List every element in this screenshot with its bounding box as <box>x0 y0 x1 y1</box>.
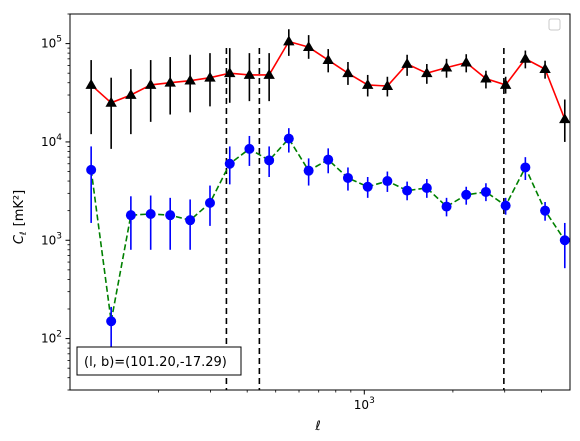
series-1-point <box>125 89 137 99</box>
y-tick-exponent: 2 <box>56 330 62 340</box>
series-1-point <box>381 80 394 90</box>
series-1-point <box>421 67 433 78</box>
series-2-point <box>323 154 334 165</box>
x-tick-label: 103 <box>354 396 375 412</box>
axes-frame <box>69 13 571 391</box>
y-tick-base: 10 <box>41 332 56 346</box>
series-2-point <box>559 235 570 246</box>
series-2-point <box>402 185 413 196</box>
series-2-point <box>540 205 551 216</box>
y-tick-exponent: 3 <box>56 231 62 241</box>
series-1-point <box>401 58 413 68</box>
y-tick-base: 10 <box>41 233 56 247</box>
legend-box <box>548 18 561 31</box>
series-2-point <box>264 155 275 166</box>
y-axis-label-unit: [mK²] <box>12 190 27 227</box>
plot-area <box>85 29 570 390</box>
y-axis-label-subscript: ℓ <box>19 231 29 236</box>
series-2-point <box>461 189 472 200</box>
y-tick-label: 104 <box>41 133 62 149</box>
y-tick-base: 10 <box>41 135 56 149</box>
series-2-point <box>342 172 353 183</box>
series-2-point <box>165 210 176 221</box>
series-1-point <box>164 76 176 87</box>
series-2-point <box>480 186 491 197</box>
annotation-text: (l, b)=(101.20,-17.29) <box>84 355 227 370</box>
series-1-point <box>184 74 196 85</box>
y-tick-label: 103 <box>41 231 62 247</box>
series-1-point <box>263 68 275 79</box>
series-1-point <box>224 67 236 78</box>
series-1-point <box>105 96 117 107</box>
series-1-point <box>480 72 492 83</box>
series-2-point <box>421 182 432 193</box>
series-2-point <box>244 143 255 154</box>
series-1-point <box>243 68 256 79</box>
series-2-point <box>125 210 136 221</box>
y-tick-exponent: 5 <box>56 35 62 45</box>
series-1-point <box>204 71 216 82</box>
y-tick-base: 10 <box>41 37 56 51</box>
series-2-point <box>441 201 452 212</box>
series-1-point <box>144 78 157 89</box>
y-tick-label: 102 <box>41 330 62 346</box>
series-2-point <box>283 133 294 144</box>
series-2-point <box>382 176 393 187</box>
series-1-point <box>539 63 551 74</box>
series-2-point <box>303 165 314 176</box>
annotation-box: (l, b)=(101.20,-17.29) <box>76 346 242 376</box>
series-2-point <box>520 162 531 173</box>
series-1-point <box>362 78 374 89</box>
annotation-frame <box>76 346 242 376</box>
series-1-point <box>342 67 354 78</box>
series-1-point <box>499 78 512 89</box>
series-1-point <box>322 54 334 64</box>
y-axis-label: Cℓ [mK²] <box>12 190 29 244</box>
series-2-point <box>204 197 215 208</box>
series-2-point <box>500 200 511 211</box>
series-2-point <box>224 158 235 169</box>
x-tick-exponent: 3 <box>369 396 375 406</box>
series-1-point <box>440 61 453 72</box>
y-axis-label-symbol: C <box>12 234 27 244</box>
y-tick-label: 105 <box>41 35 62 51</box>
data-layer <box>85 29 570 390</box>
x-tick-base: 10 <box>354 398 369 412</box>
series-1-point <box>302 41 315 52</box>
series-1-point <box>283 35 295 46</box>
series-2-point <box>145 208 156 219</box>
y-tick-exponent: 4 <box>56 133 62 143</box>
x-axis-label: ℓ <box>314 419 320 434</box>
series-1-point <box>460 56 472 67</box>
series-1-point <box>519 52 532 63</box>
series-2-point <box>362 181 373 192</box>
series-2-point <box>106 316 117 327</box>
series-1-point <box>559 113 570 124</box>
series-1-point <box>85 78 97 89</box>
series-2-point <box>185 215 196 226</box>
series-2-point <box>86 164 97 175</box>
